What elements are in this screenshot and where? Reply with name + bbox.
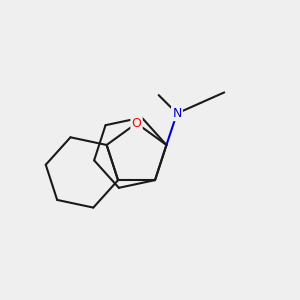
Text: N: N [172, 107, 182, 120]
Text: O: O [132, 117, 142, 130]
